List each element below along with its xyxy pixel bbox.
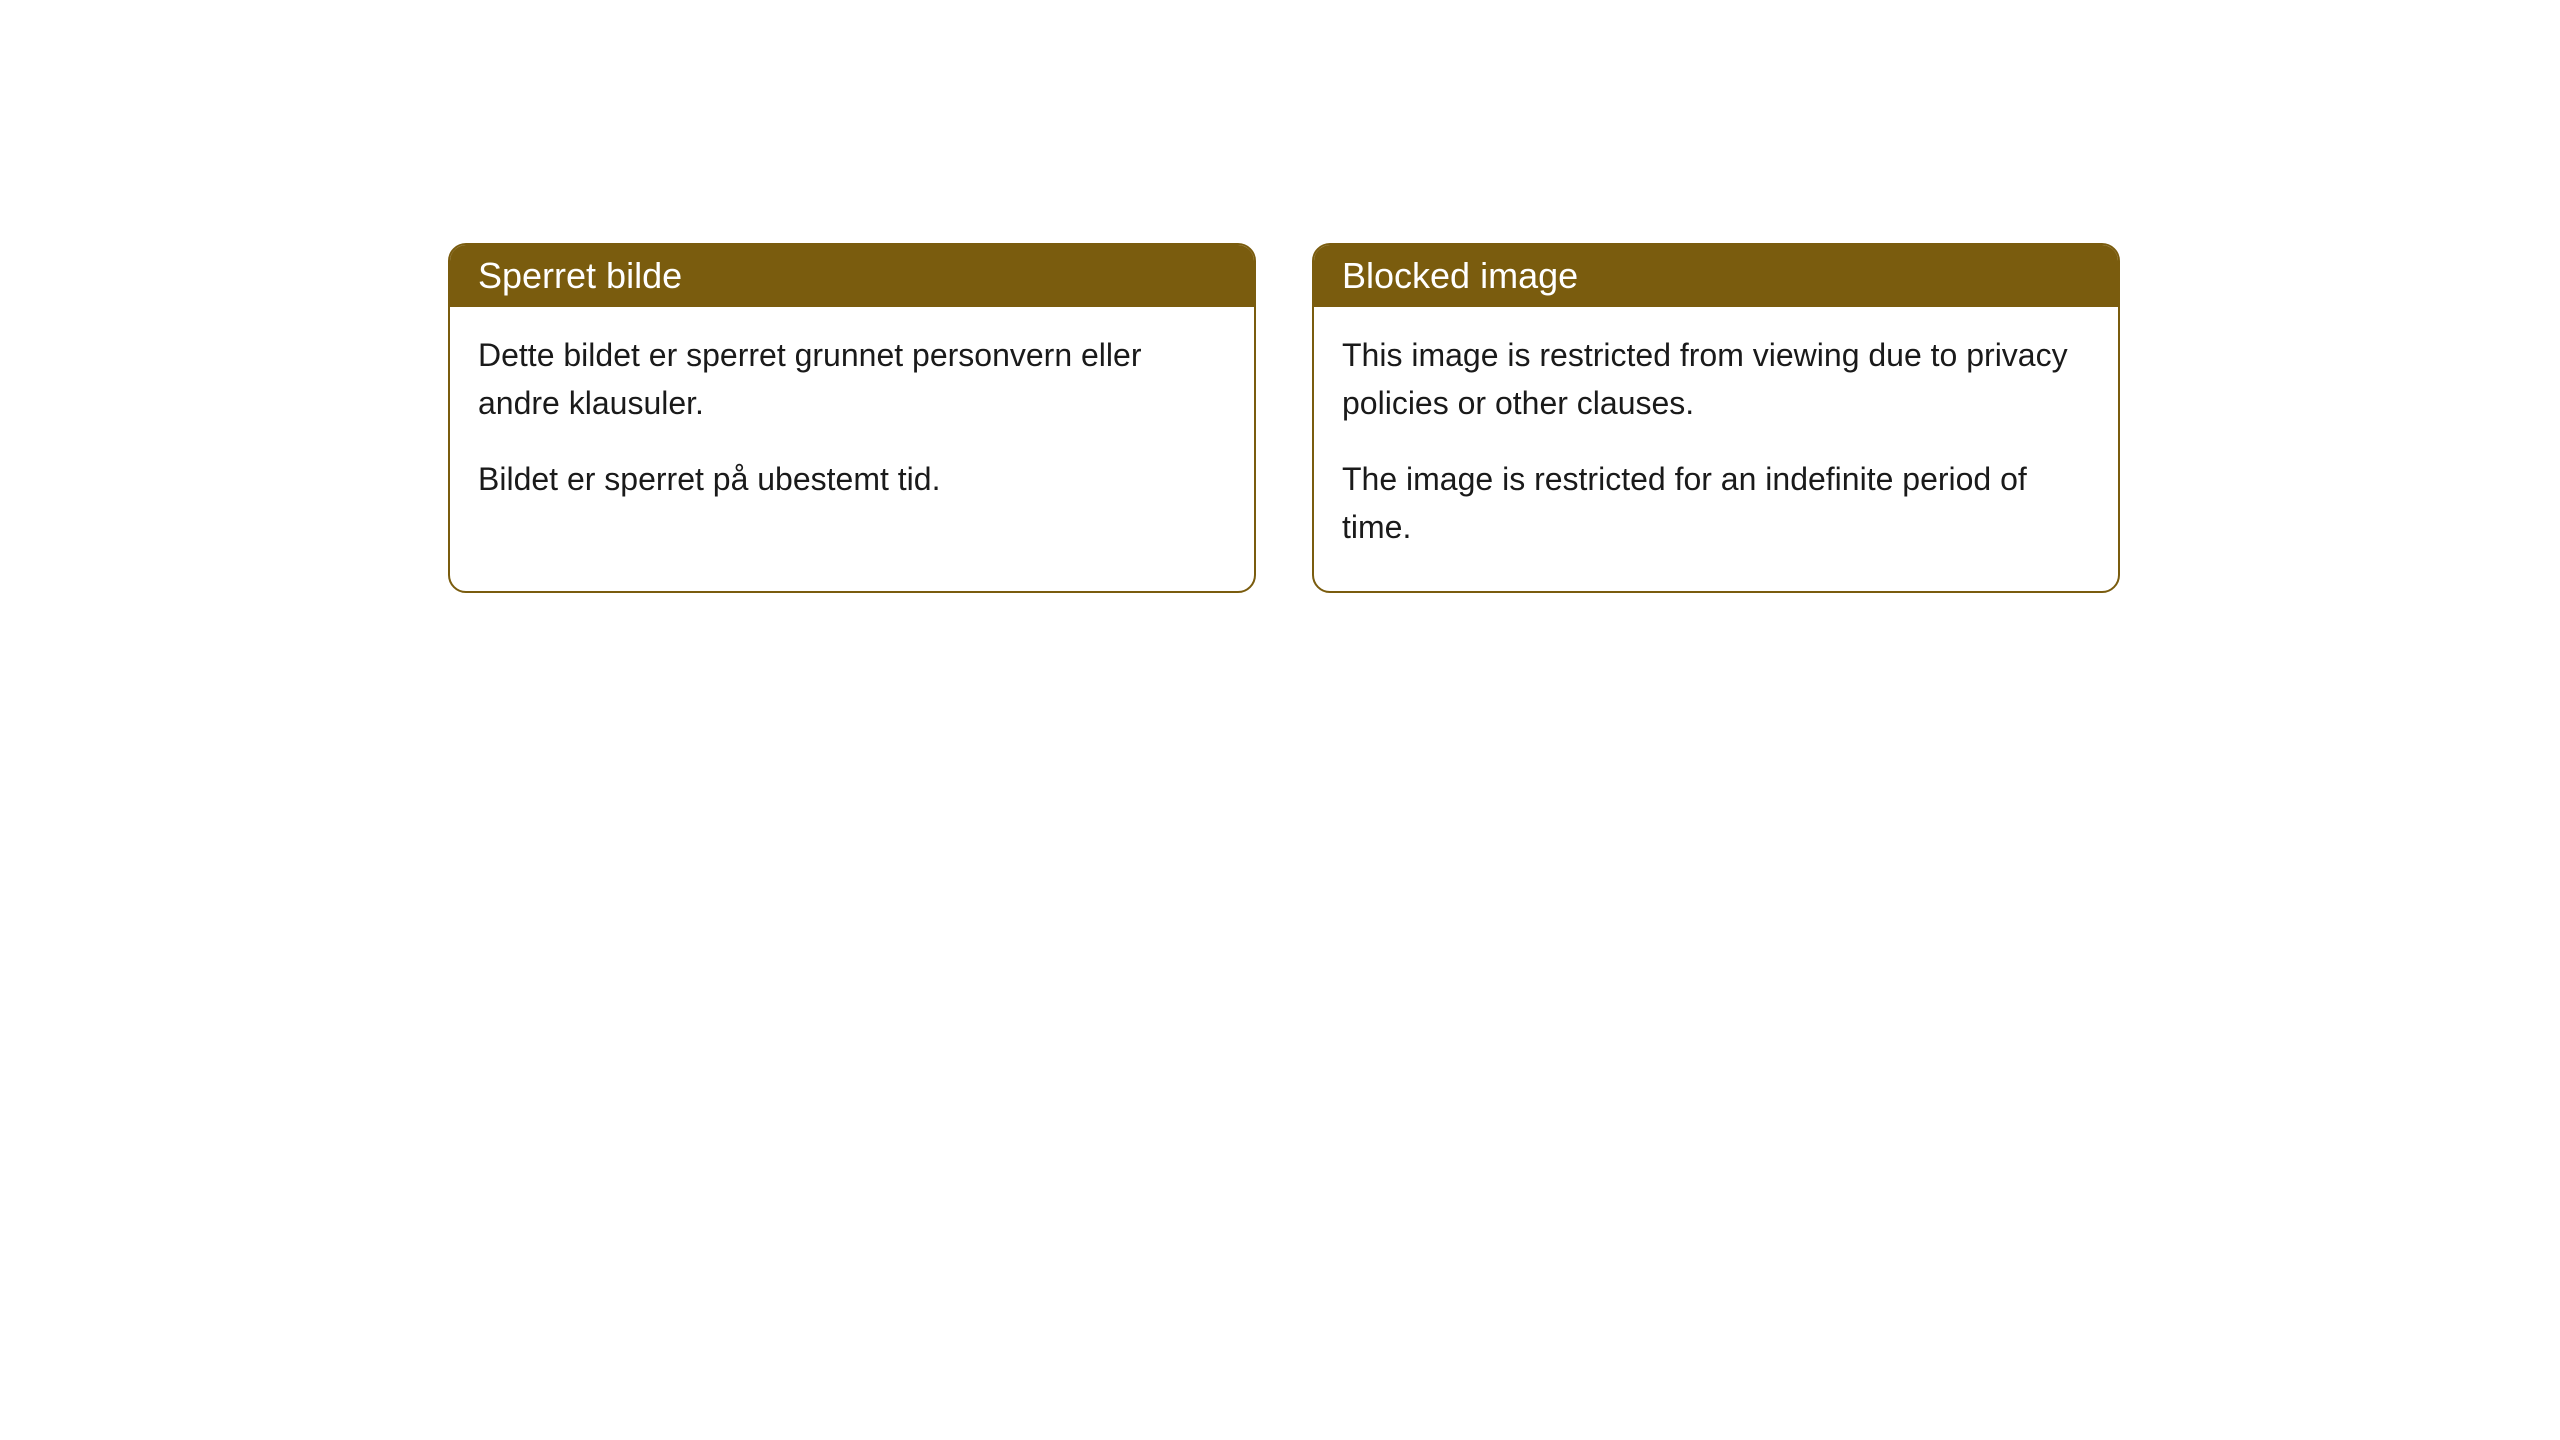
blocked-image-card-no: Sperret bilde Dette bildet er sperret gr… [448,243,1256,593]
card-paragraph: Dette bildet er sperret grunnet personve… [478,331,1226,427]
card-header-en: Blocked image [1314,245,2118,307]
card-header-no: Sperret bilde [450,245,1254,307]
notice-cards-container: Sperret bilde Dette bildet er sperret gr… [0,0,2560,593]
card-paragraph: The image is restricted for an indefinit… [1342,455,2090,551]
card-body-no: Dette bildet er sperret grunnet personve… [450,307,1254,543]
card-paragraph: Bildet er sperret på ubestemt tid. [478,455,1226,503]
blocked-image-card-en: Blocked image This image is restricted f… [1312,243,2120,593]
card-body-en: This image is restricted from viewing du… [1314,307,2118,591]
card-paragraph: This image is restricted from viewing du… [1342,331,2090,427]
